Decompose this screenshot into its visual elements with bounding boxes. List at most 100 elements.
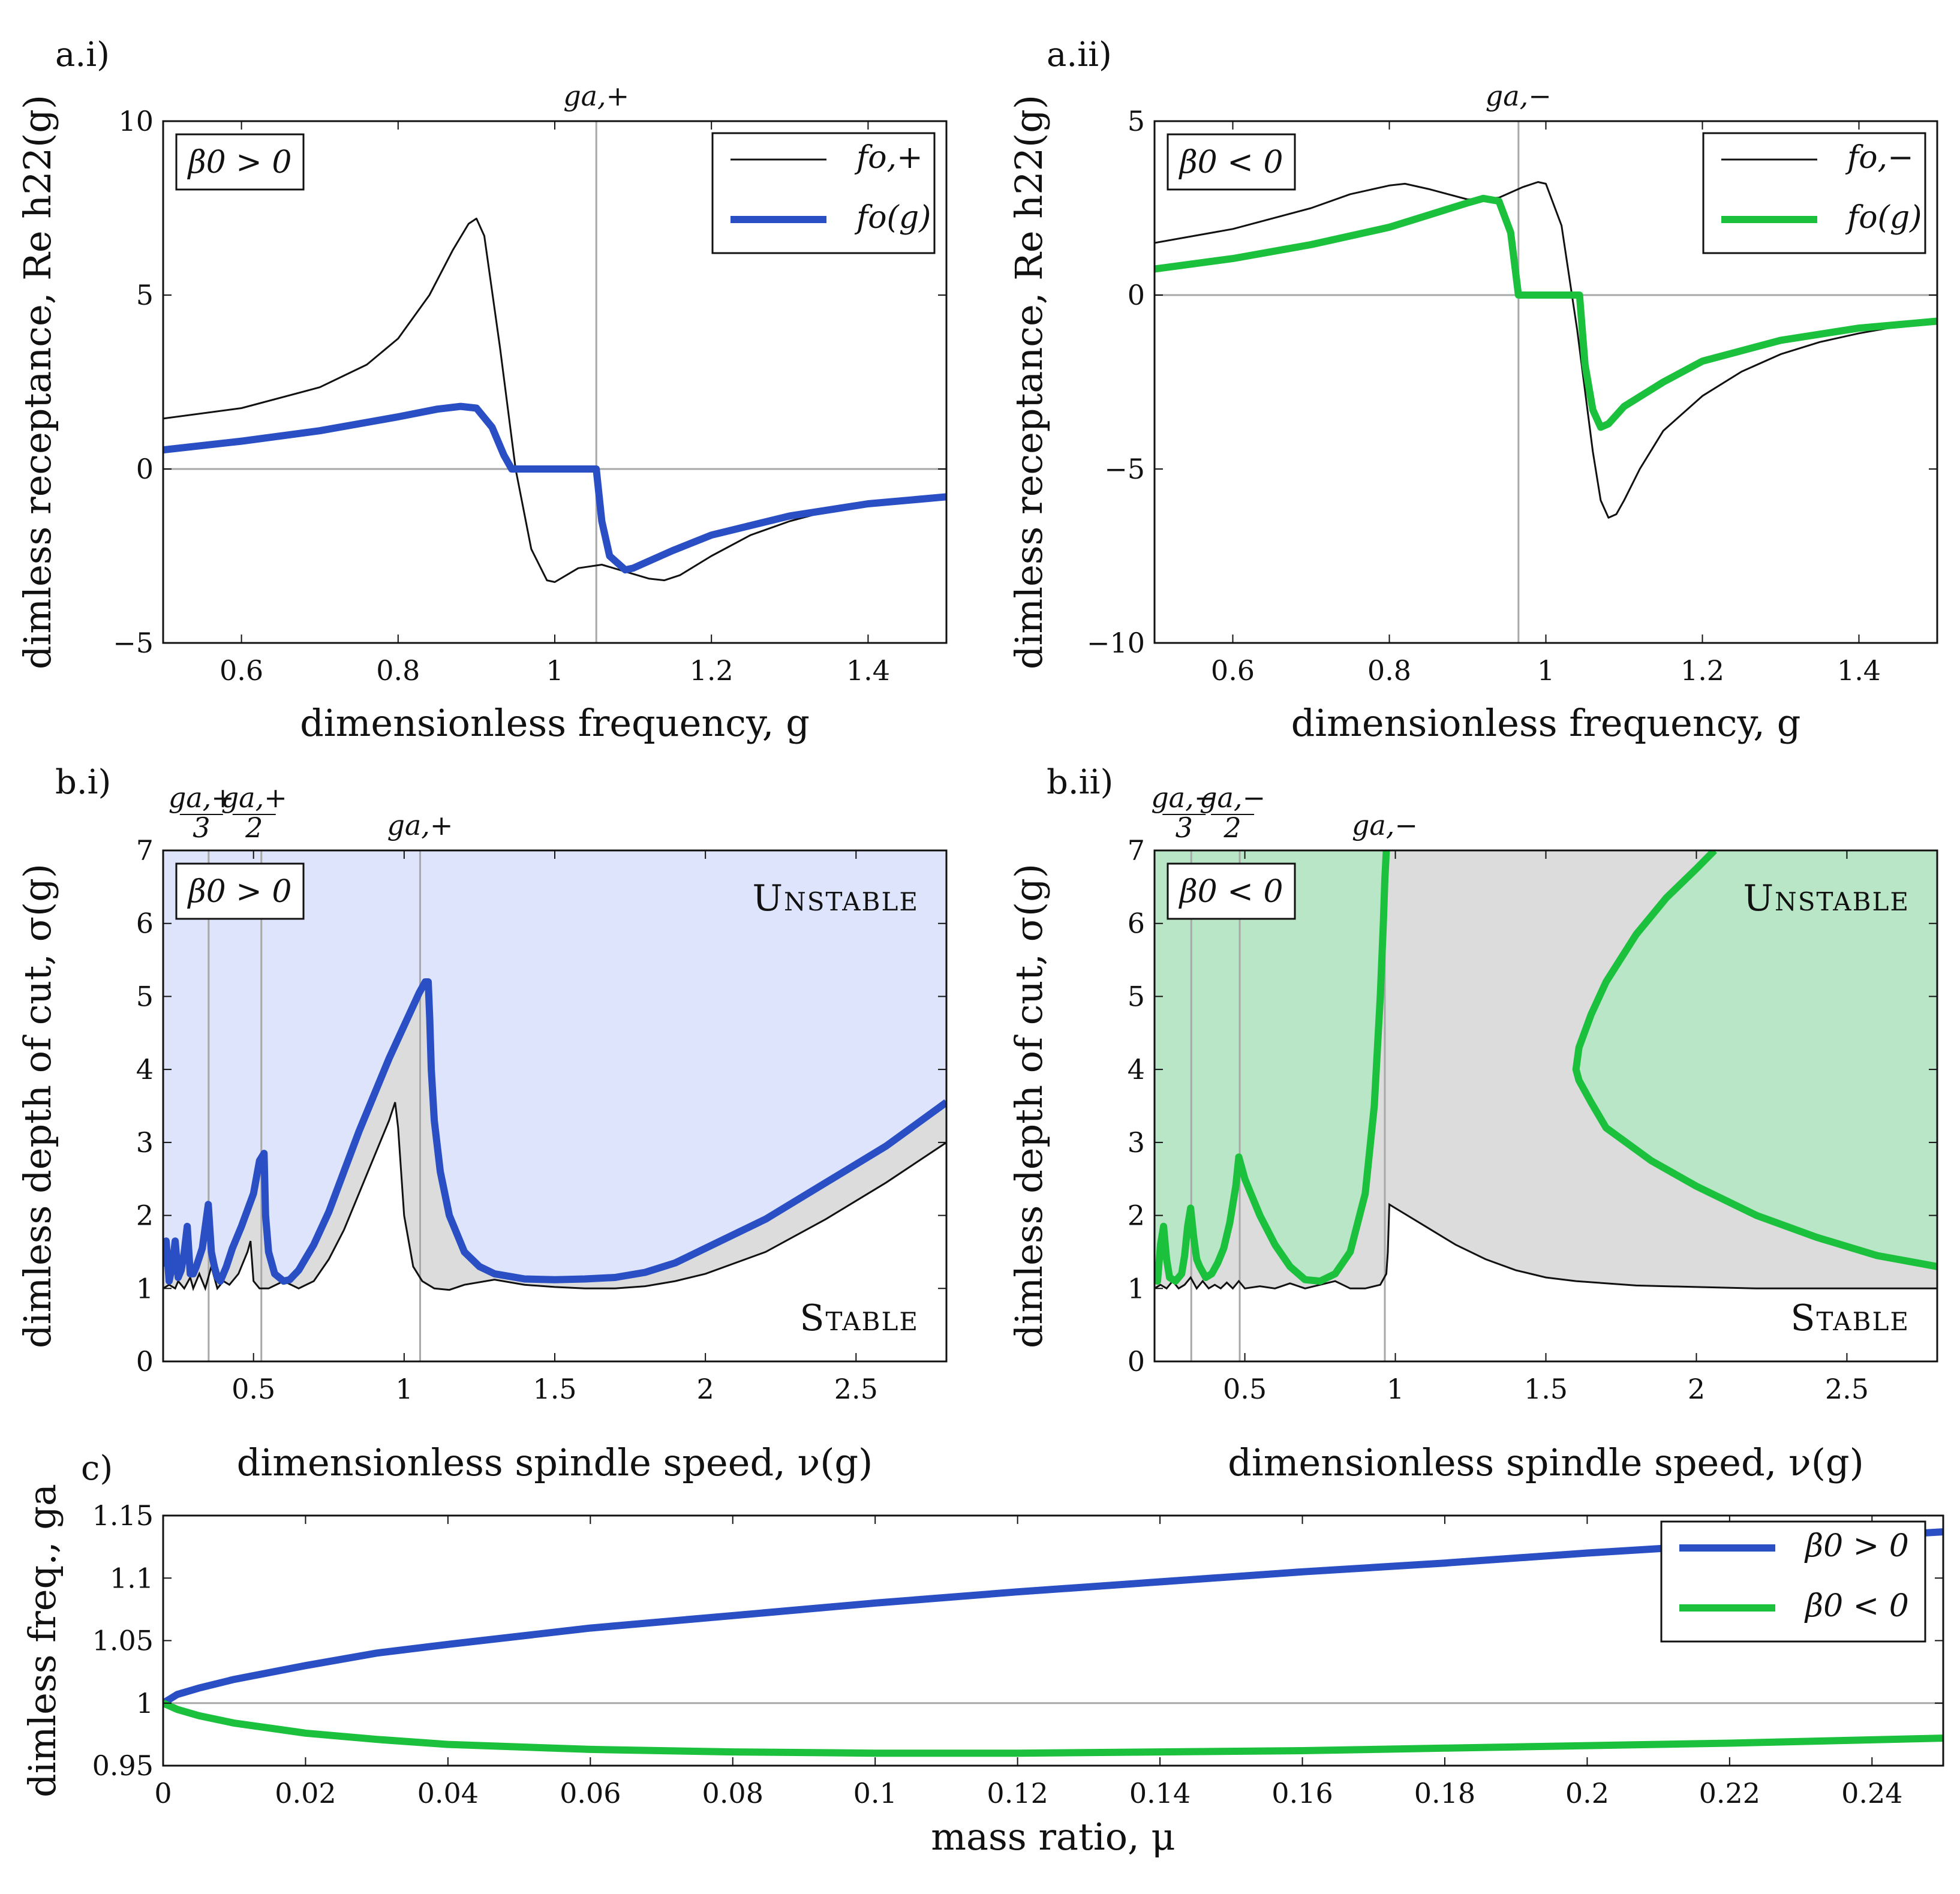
legend-entry: β0 > 0: [1804, 1528, 1909, 1564]
fraction-marker-label: ga,−3: [1151, 781, 1217, 844]
x-tick-label: 1: [395, 1373, 413, 1405]
plot-frame: [162, 1514, 1944, 1767]
x-tick-label: 0.16: [1271, 1777, 1333, 1809]
x-tick-label: 0.6: [1211, 654, 1255, 687]
series-line-green: [1155, 194, 1937, 431]
y-tick-label: 3: [1128, 1126, 1145, 1159]
x-tick-label: 2: [697, 1373, 714, 1405]
y-tick-label: 7: [1128, 834, 1145, 867]
x-tick-label: 1: [1537, 654, 1555, 687]
fraction-denominator: 2: [1223, 811, 1241, 844]
x-tick-label: 0.1: [853, 1777, 897, 1809]
x-tick-label: 0.04: [417, 1777, 479, 1809]
y-axis-label: dimless freq., ga: [20, 1484, 64, 1797]
legend-entry: β0 < 0: [1804, 1588, 1909, 1624]
y-tick-label: 5: [1128, 980, 1145, 1012]
condition-text: β0 < 0: [1179, 874, 1283, 910]
series-line-blue: [163, 402, 946, 574]
x-tick-label: 0.8: [376, 654, 420, 687]
y-tick-label: 5: [136, 980, 154, 1012]
axes-b_ii: 0.5 1 1.5 2 2.5 0 1 2 3 4 5 6 7: [1128, 834, 1938, 1405]
series-line-blue: [163, 1528, 1943, 1706]
x-tick-label: 1.5: [533, 1373, 576, 1405]
y-tick-label: 10: [118, 105, 154, 137]
y-axis-label: dimless depth of cut, σ(g): [1007, 864, 1051, 1348]
fraction-marker-label: ga,+2: [221, 781, 287, 844]
series-line-green: [163, 1700, 1943, 1757]
x-tick-label: 0.02: [275, 1777, 336, 1809]
fraction-marker-label: ga,+3: [169, 781, 235, 844]
fraction-denominator: 3: [1176, 811, 1193, 844]
condition-text: β0 > 0: [187, 874, 292, 910]
x-tick-label: 0.24: [1841, 1777, 1902, 1809]
x-tick-label: 0.6: [220, 654, 263, 687]
fraction-denominator: 2: [245, 811, 263, 844]
axes-c: 0 0.02 0.04 0.06 0.08 0.1 0.12 0.14 0.16 0.18 0.2 0…: [92, 1499, 1944, 1809]
fraction-marker-label: ga,−2: [1200, 781, 1265, 844]
panel-label: b.ii): [1047, 763, 1113, 802]
stable-label: Stable: [1790, 1297, 1910, 1339]
x-tick-label: 1: [1387, 1373, 1404, 1405]
y-tick-label: 6: [1128, 907, 1145, 940]
x-tick-label: 0.08: [702, 1777, 763, 1809]
y-tick-label: 6: [136, 907, 154, 940]
series-line-reference: [1155, 181, 1937, 519]
x-tick-label: 0.06: [560, 1777, 621, 1809]
y-tick-label: 5: [136, 279, 154, 311]
series-line-reference: [163, 1102, 946, 1291]
series-line-blue: [163, 978, 946, 1285]
x-tick-label: 0.22: [1699, 1777, 1760, 1809]
stable-region: [1155, 1204, 1937, 1361]
marker-label: ga,+: [563, 80, 629, 112]
legend-entry: fo,−: [1845, 140, 1914, 176]
plot-area-c: [163, 1528, 1943, 1757]
plot-frame: [1153, 849, 1938, 1363]
panel-label: b.i): [55, 763, 111, 802]
plot-frame: [1153, 120, 1938, 644]
x-tick-label: 0.5: [232, 1373, 275, 1405]
x-axis-label: dimensionless spindle speed, ν(g): [237, 1441, 873, 1484]
axes-b_i: 0.5 1 1.5 2 2.5 0 1 2 3 4 5 6 7: [136, 834, 948, 1405]
unstable-label: Unstable: [752, 877, 919, 919]
x-tick-label: 1: [546, 654, 563, 687]
marker-label: ga,+: [387, 809, 453, 841]
y-tick-label: 0: [136, 453, 154, 485]
fraction-numerator: ga,−: [1151, 781, 1217, 814]
y-tick-label: 1.15: [92, 1499, 154, 1532]
y-tick-label: 7: [136, 834, 154, 867]
plot-area-a_i: [163, 121, 946, 643]
x-tick-label: 1.4: [846, 654, 890, 687]
y-axis-label: dimless receptance, Re h22(g): [1007, 95, 1051, 669]
fraction-denominator: 3: [193, 811, 210, 844]
x-tick-label: 0.12: [987, 1777, 1048, 1809]
condition-text: β0 < 0: [1179, 145, 1283, 181]
legend-entry: fo(g): [1845, 200, 1922, 236]
y-tick-label: −5: [1104, 453, 1145, 485]
plot-frame: [162, 120, 948, 644]
condition-box: β0 > 0: [175, 862, 305, 920]
y-tick-label: 1.1: [110, 1562, 154, 1594]
series-line-green: [1572, 850, 1937, 1270]
x-axis-label: dimensionless frequency, g: [300, 701, 810, 745]
y-tick-label: −5: [113, 627, 154, 659]
y-tick-label: 0: [136, 1345, 154, 1378]
plot-area-a_ii: [1155, 121, 1937, 643]
series-line-reference: [1155, 1202, 1937, 1290]
fraction-numerator: ga,+: [169, 781, 235, 814]
legend-entry: fo,+: [854, 140, 923, 176]
x-tick-label: 2.5: [1825, 1373, 1869, 1405]
marker-label: ga,−: [1352, 809, 1418, 841]
y-axis-label: dimless receptance, Re h22(g): [16, 95, 59, 669]
x-axis-label: dimensionless spindle speed, ν(g): [1228, 1441, 1864, 1484]
x-axis-label: dimensionless frequency, g: [1291, 701, 1801, 745]
plot-frame: [162, 849, 948, 1363]
condition-box: β0 < 0: [1167, 862, 1296, 920]
gray-band: [1155, 850, 1937, 1289]
x-tick-label: 0.14: [1129, 1777, 1191, 1809]
plot-area-b_ii: [1155, 850, 1937, 1361]
condition-text: β0 > 0: [187, 145, 292, 181]
panel-label: a.ii): [1047, 35, 1112, 74]
x-tick-label: 0.8: [1367, 654, 1411, 687]
legend: β0 > 0 β0 < 0: [1660, 1520, 1926, 1643]
stable-label: Stable: [799, 1297, 919, 1339]
